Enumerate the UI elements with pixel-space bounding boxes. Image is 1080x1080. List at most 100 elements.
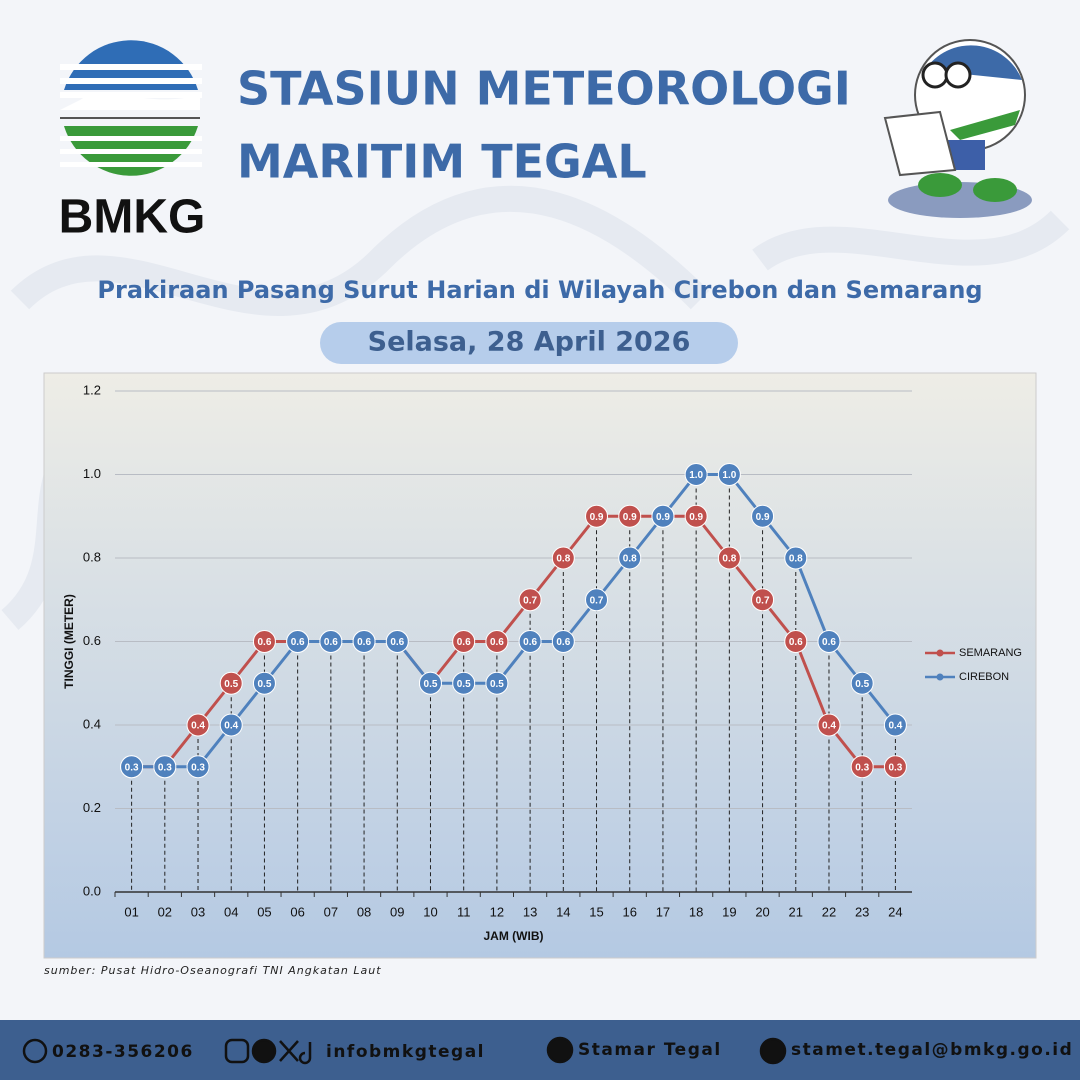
data-label: 0.4 bbox=[191, 721, 205, 732]
x-tick-label: 23 bbox=[855, 904, 869, 919]
data-point bbox=[186, 755, 210, 779]
data-label: 0.9 bbox=[756, 512, 770, 523]
subtitle: Prakiraan Pasang Surut Harian di Wilayah… bbox=[97, 276, 982, 304]
data-point bbox=[319, 630, 343, 653]
data-point bbox=[452, 630, 476, 653]
data-label: 0.3 bbox=[125, 762, 139, 773]
legend-label: CIREBON bbox=[959, 671, 1009, 683]
data-label: 0.6 bbox=[822, 637, 836, 648]
data-label: 0.9 bbox=[590, 512, 604, 523]
data-label: 0.6 bbox=[789, 637, 803, 648]
data-point bbox=[784, 630, 808, 653]
logo: BMKG bbox=[59, 40, 205, 244]
data-label: 0.6 bbox=[556, 637, 570, 648]
data-point bbox=[585, 588, 609, 612]
data-point bbox=[219, 671, 243, 695]
data-label: 0.4 bbox=[888, 721, 902, 732]
y-axis-label: TINGGI (METER) bbox=[62, 594, 76, 689]
footer-social: infobmkgtegal bbox=[326, 1042, 485, 1062]
legend-marker bbox=[936, 649, 944, 657]
data-label: 0.9 bbox=[623, 512, 637, 523]
data-label: 0.8 bbox=[789, 554, 803, 565]
data-point bbox=[883, 755, 907, 779]
data-point bbox=[120, 755, 144, 779]
data-point bbox=[452, 671, 476, 695]
data-label: 0.4 bbox=[822, 721, 836, 732]
data-label: 0.3 bbox=[888, 762, 902, 773]
data-point bbox=[286, 630, 310, 653]
y-tick-label: 0.2 bbox=[83, 800, 101, 815]
footer-youtube: Stamar Tegal bbox=[578, 1040, 722, 1060]
data-point bbox=[850, 755, 874, 779]
data-label: 0.5 bbox=[490, 679, 504, 690]
date-pill bbox=[320, 322, 738, 364]
data-point bbox=[219, 713, 243, 737]
data-point bbox=[585, 504, 609, 528]
data-label: 0.6 bbox=[457, 637, 471, 648]
x-tick-label: 09 bbox=[390, 904, 404, 919]
data-label: 0.6 bbox=[324, 637, 338, 648]
data-point bbox=[418, 671, 442, 695]
data-label: 0.5 bbox=[855, 679, 869, 690]
data-point bbox=[751, 588, 775, 612]
x-tick-label: 07 bbox=[324, 904, 338, 919]
x-tick-label: 14 bbox=[556, 904, 570, 919]
x-tick-label: 21 bbox=[789, 904, 803, 919]
data-label: 1.0 bbox=[689, 470, 703, 481]
source: sumber: Pusat Hidro-Oseanografi TNI Angk… bbox=[44, 964, 382, 977]
footer-icons bbox=[22, 1036, 787, 1065]
date: Selasa, 28 April 2026 bbox=[368, 327, 691, 358]
x-tick-label: 12 bbox=[490, 904, 504, 919]
data-label: 0.5 bbox=[424, 679, 438, 690]
x-tick-label: 06 bbox=[290, 904, 304, 919]
data-label: 0.9 bbox=[656, 512, 670, 523]
footer-email: stamet.tegal@bmkg.go.id bbox=[791, 1040, 1073, 1060]
footer-phone: 0283-356206 bbox=[52, 1042, 194, 1062]
data-label: 0.8 bbox=[722, 554, 736, 565]
data-point bbox=[618, 504, 642, 528]
data-label: 0.6 bbox=[357, 637, 371, 648]
data-point bbox=[518, 630, 542, 653]
x-tick-label: 17 bbox=[656, 904, 670, 919]
title: MARITIM TEGAL bbox=[237, 135, 647, 189]
x-tick-label: 02 bbox=[158, 904, 172, 919]
data-point bbox=[784, 546, 808, 570]
title: STASIUN METEOROLOGI bbox=[237, 62, 851, 116]
data-label: 0.6 bbox=[257, 637, 271, 648]
data-label: 0.6 bbox=[390, 637, 404, 648]
legend-marker bbox=[936, 673, 944, 681]
x-tick-label: 13 bbox=[523, 904, 537, 919]
x-tick-label: 01 bbox=[124, 904, 138, 919]
data-label: 0.6 bbox=[523, 637, 537, 648]
x-tick-label: 11 bbox=[457, 904, 471, 919]
y-tick-label: 1.2 bbox=[83, 382, 101, 397]
data-point bbox=[252, 630, 276, 653]
y-tick-label: 1.0 bbox=[83, 466, 101, 481]
data-point bbox=[684, 463, 708, 486]
y-tick-label: 0.6 bbox=[83, 633, 101, 648]
data-label: 0.8 bbox=[623, 554, 637, 565]
data-point bbox=[850, 671, 874, 695]
data-label: 0.3 bbox=[191, 762, 205, 773]
mascot bbox=[883, 39, 1032, 218]
data-label: 0.5 bbox=[257, 679, 271, 690]
data-label: 0.5 bbox=[457, 679, 471, 690]
data-point bbox=[252, 671, 276, 695]
data-label: 0.6 bbox=[490, 637, 504, 648]
data-point bbox=[485, 671, 509, 695]
x-tick-label: 24 bbox=[888, 904, 902, 919]
data-point bbox=[618, 546, 642, 570]
x-tick-label: 19 bbox=[722, 904, 736, 919]
x-tick-label: 20 bbox=[755, 904, 769, 919]
data-label: 0.3 bbox=[158, 762, 172, 773]
chart: 0.0 0.2 0.4 0.6 0.8 1.0 1.2 01 02 03 04 05 06 07 08 09 1… bbox=[62, 382, 1022, 943]
data-point bbox=[651, 504, 675, 528]
x-tick-label: 15 bbox=[589, 904, 603, 919]
data-label: 1.0 bbox=[722, 470, 736, 481]
data-point bbox=[352, 630, 376, 653]
x-tick-label: 04 bbox=[224, 904, 238, 919]
data-point bbox=[551, 630, 575, 653]
data-label: 0.9 bbox=[689, 512, 703, 523]
chart-area bbox=[43, 372, 1037, 959]
